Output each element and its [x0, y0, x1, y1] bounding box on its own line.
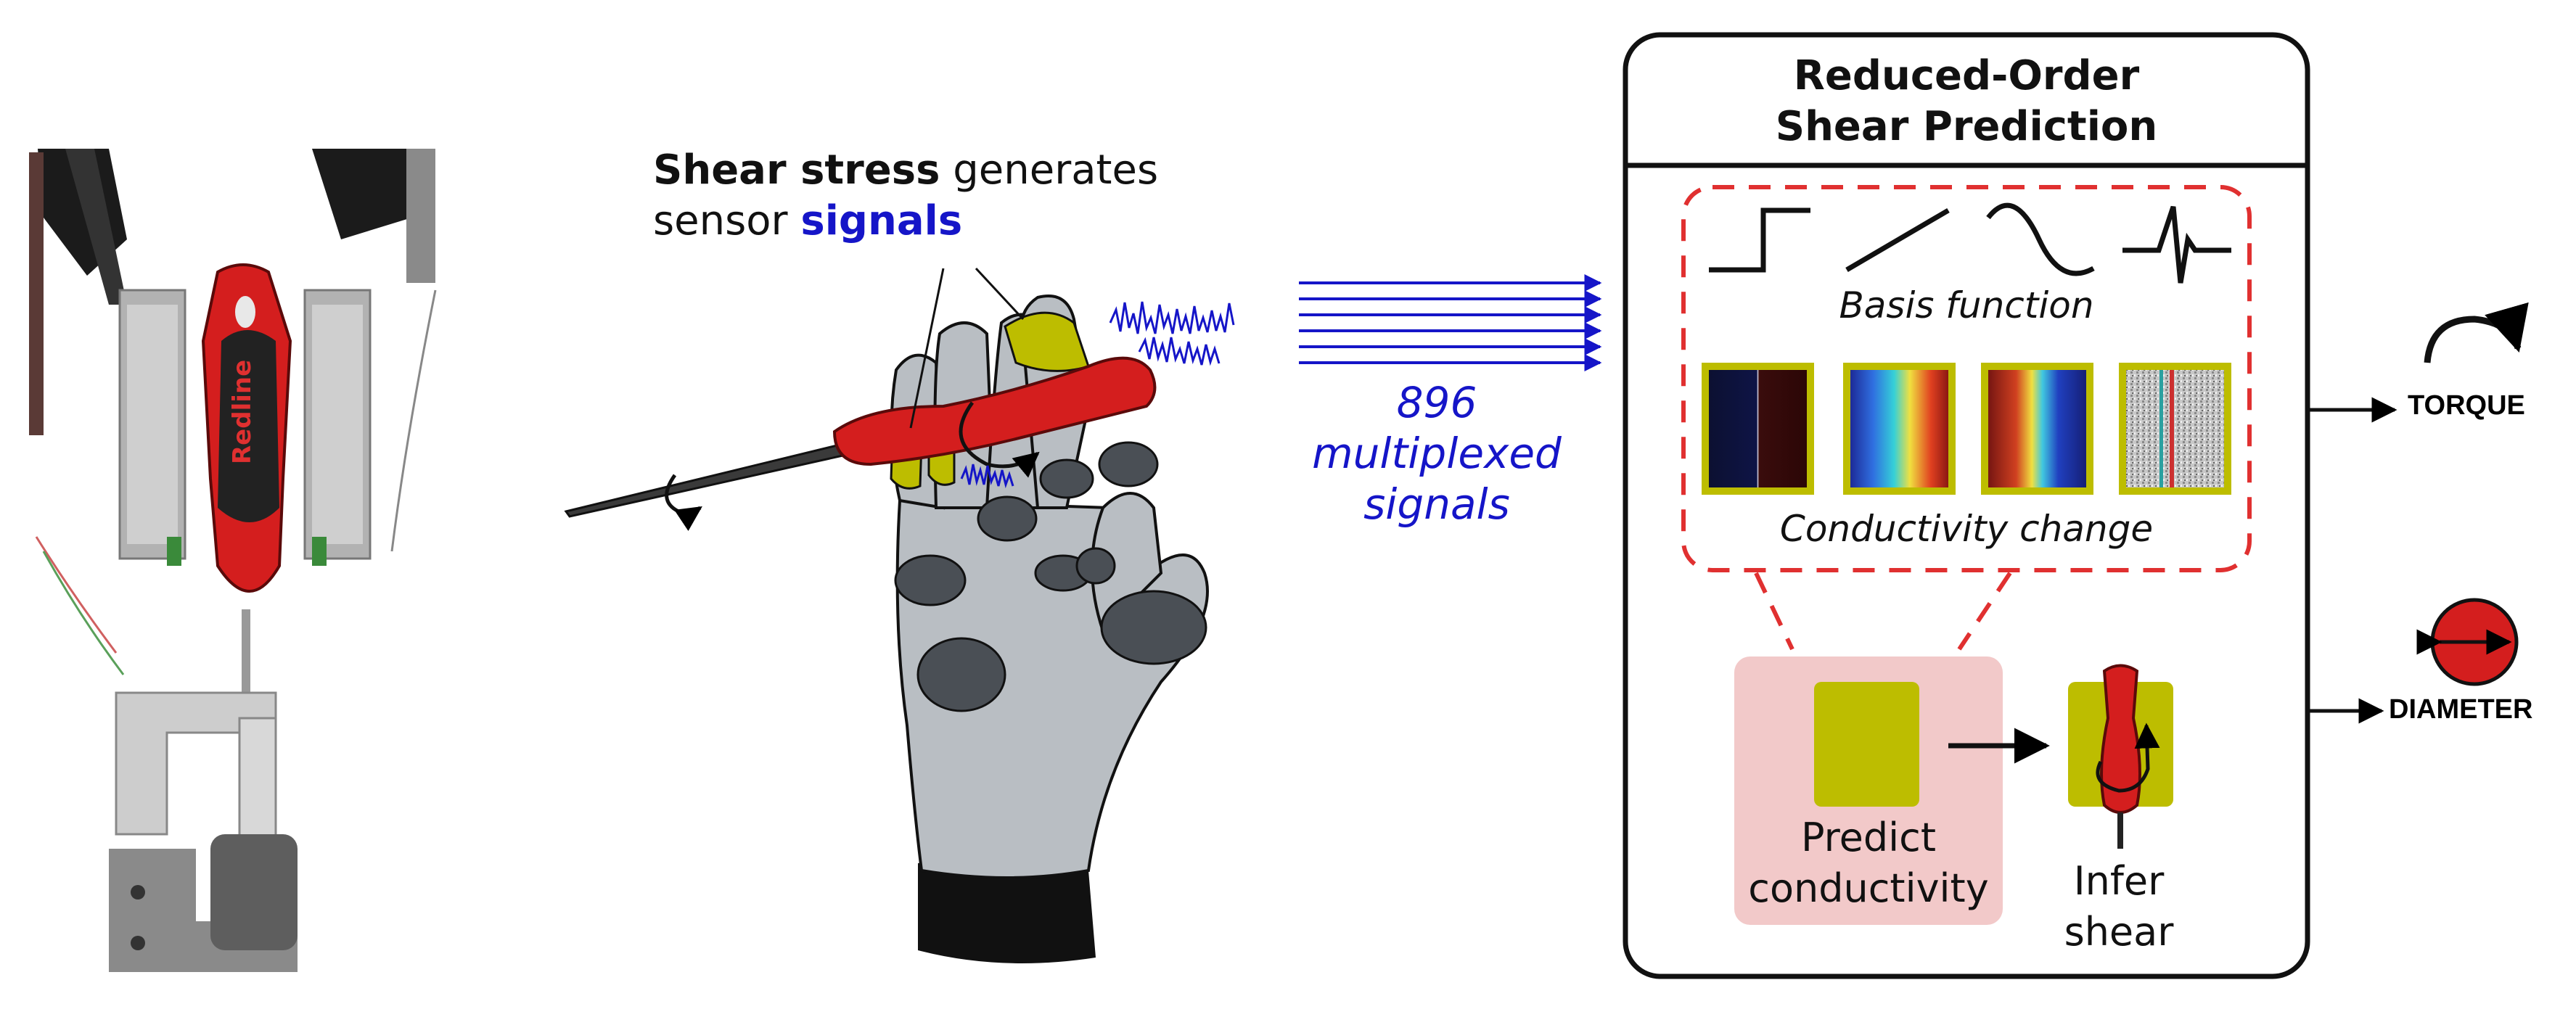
predict-line2: conductivity: [1748, 865, 1989, 911]
generates-text: generates: [940, 147, 1159, 194]
hand-illustration: [564, 267, 1235, 963]
multiplexed-signals-label: 896 multiplexed signals: [1299, 377, 1575, 530]
predict-square: [1814, 682, 1919, 807]
sigmoid-basis: [1986, 202, 2095, 276]
multiplexed-arrows: [1299, 274, 1602, 371]
conductivity-map-1: [1702, 363, 1814, 495]
signal-count: 896: [1396, 378, 1477, 427]
infer-shear-label: Infer shear: [2032, 856, 2206, 958]
basis-function-label: Basis function: [1839, 284, 2094, 326]
diameter-label: DIAMETER: [2389, 694, 2533, 725]
ramp-basis: [1845, 207, 1950, 273]
impulse-basis: [2122, 205, 2231, 284]
svg-text:Redline: Redline: [228, 360, 257, 464]
infer-screwdriver: [2100, 664, 2141, 814]
shear-caption: Shear stress generates sensor signals: [653, 145, 1158, 247]
conductivity-change-label: Conductivity change: [1779, 508, 2154, 550]
torque-label: TORQUE: [2408, 390, 2525, 421]
shear-stress-text: Shear stress: [653, 147, 940, 194]
sensor-text: sensor: [653, 197, 801, 244]
outputs: [2308, 302, 2529, 724]
multiplexed-text: multiplexed: [1312, 429, 1562, 478]
conductivity-map-2: [1843, 363, 1956, 495]
predict-conductivity-label: Predict conductivity: [1734, 812, 2003, 914]
robot-gripper-photo: Redline: [29, 149, 437, 972]
prediction-box: [1623, 32, 2310, 979]
step-basis: [1709, 207, 1810, 273]
box-title-line2: Shear Prediction: [1775, 103, 2158, 150]
signals-text: signals: [800, 197, 963, 244]
predict-line1: Predict: [1801, 815, 1936, 860]
box-title: Reduced-Order Shear Prediction: [1625, 51, 2308, 152]
conductivity-map-4: [2119, 363, 2231, 495]
signals-word: signals: [1363, 479, 1510, 529]
torque-icon: [2424, 302, 2529, 363]
box-title-line1: Reduced-Order: [1793, 52, 2140, 99]
conductivity-map-3: [1981, 363, 2093, 495]
infer-line1: Infer: [2073, 858, 2165, 904]
infer-line2: shear: [2064, 909, 2174, 955]
